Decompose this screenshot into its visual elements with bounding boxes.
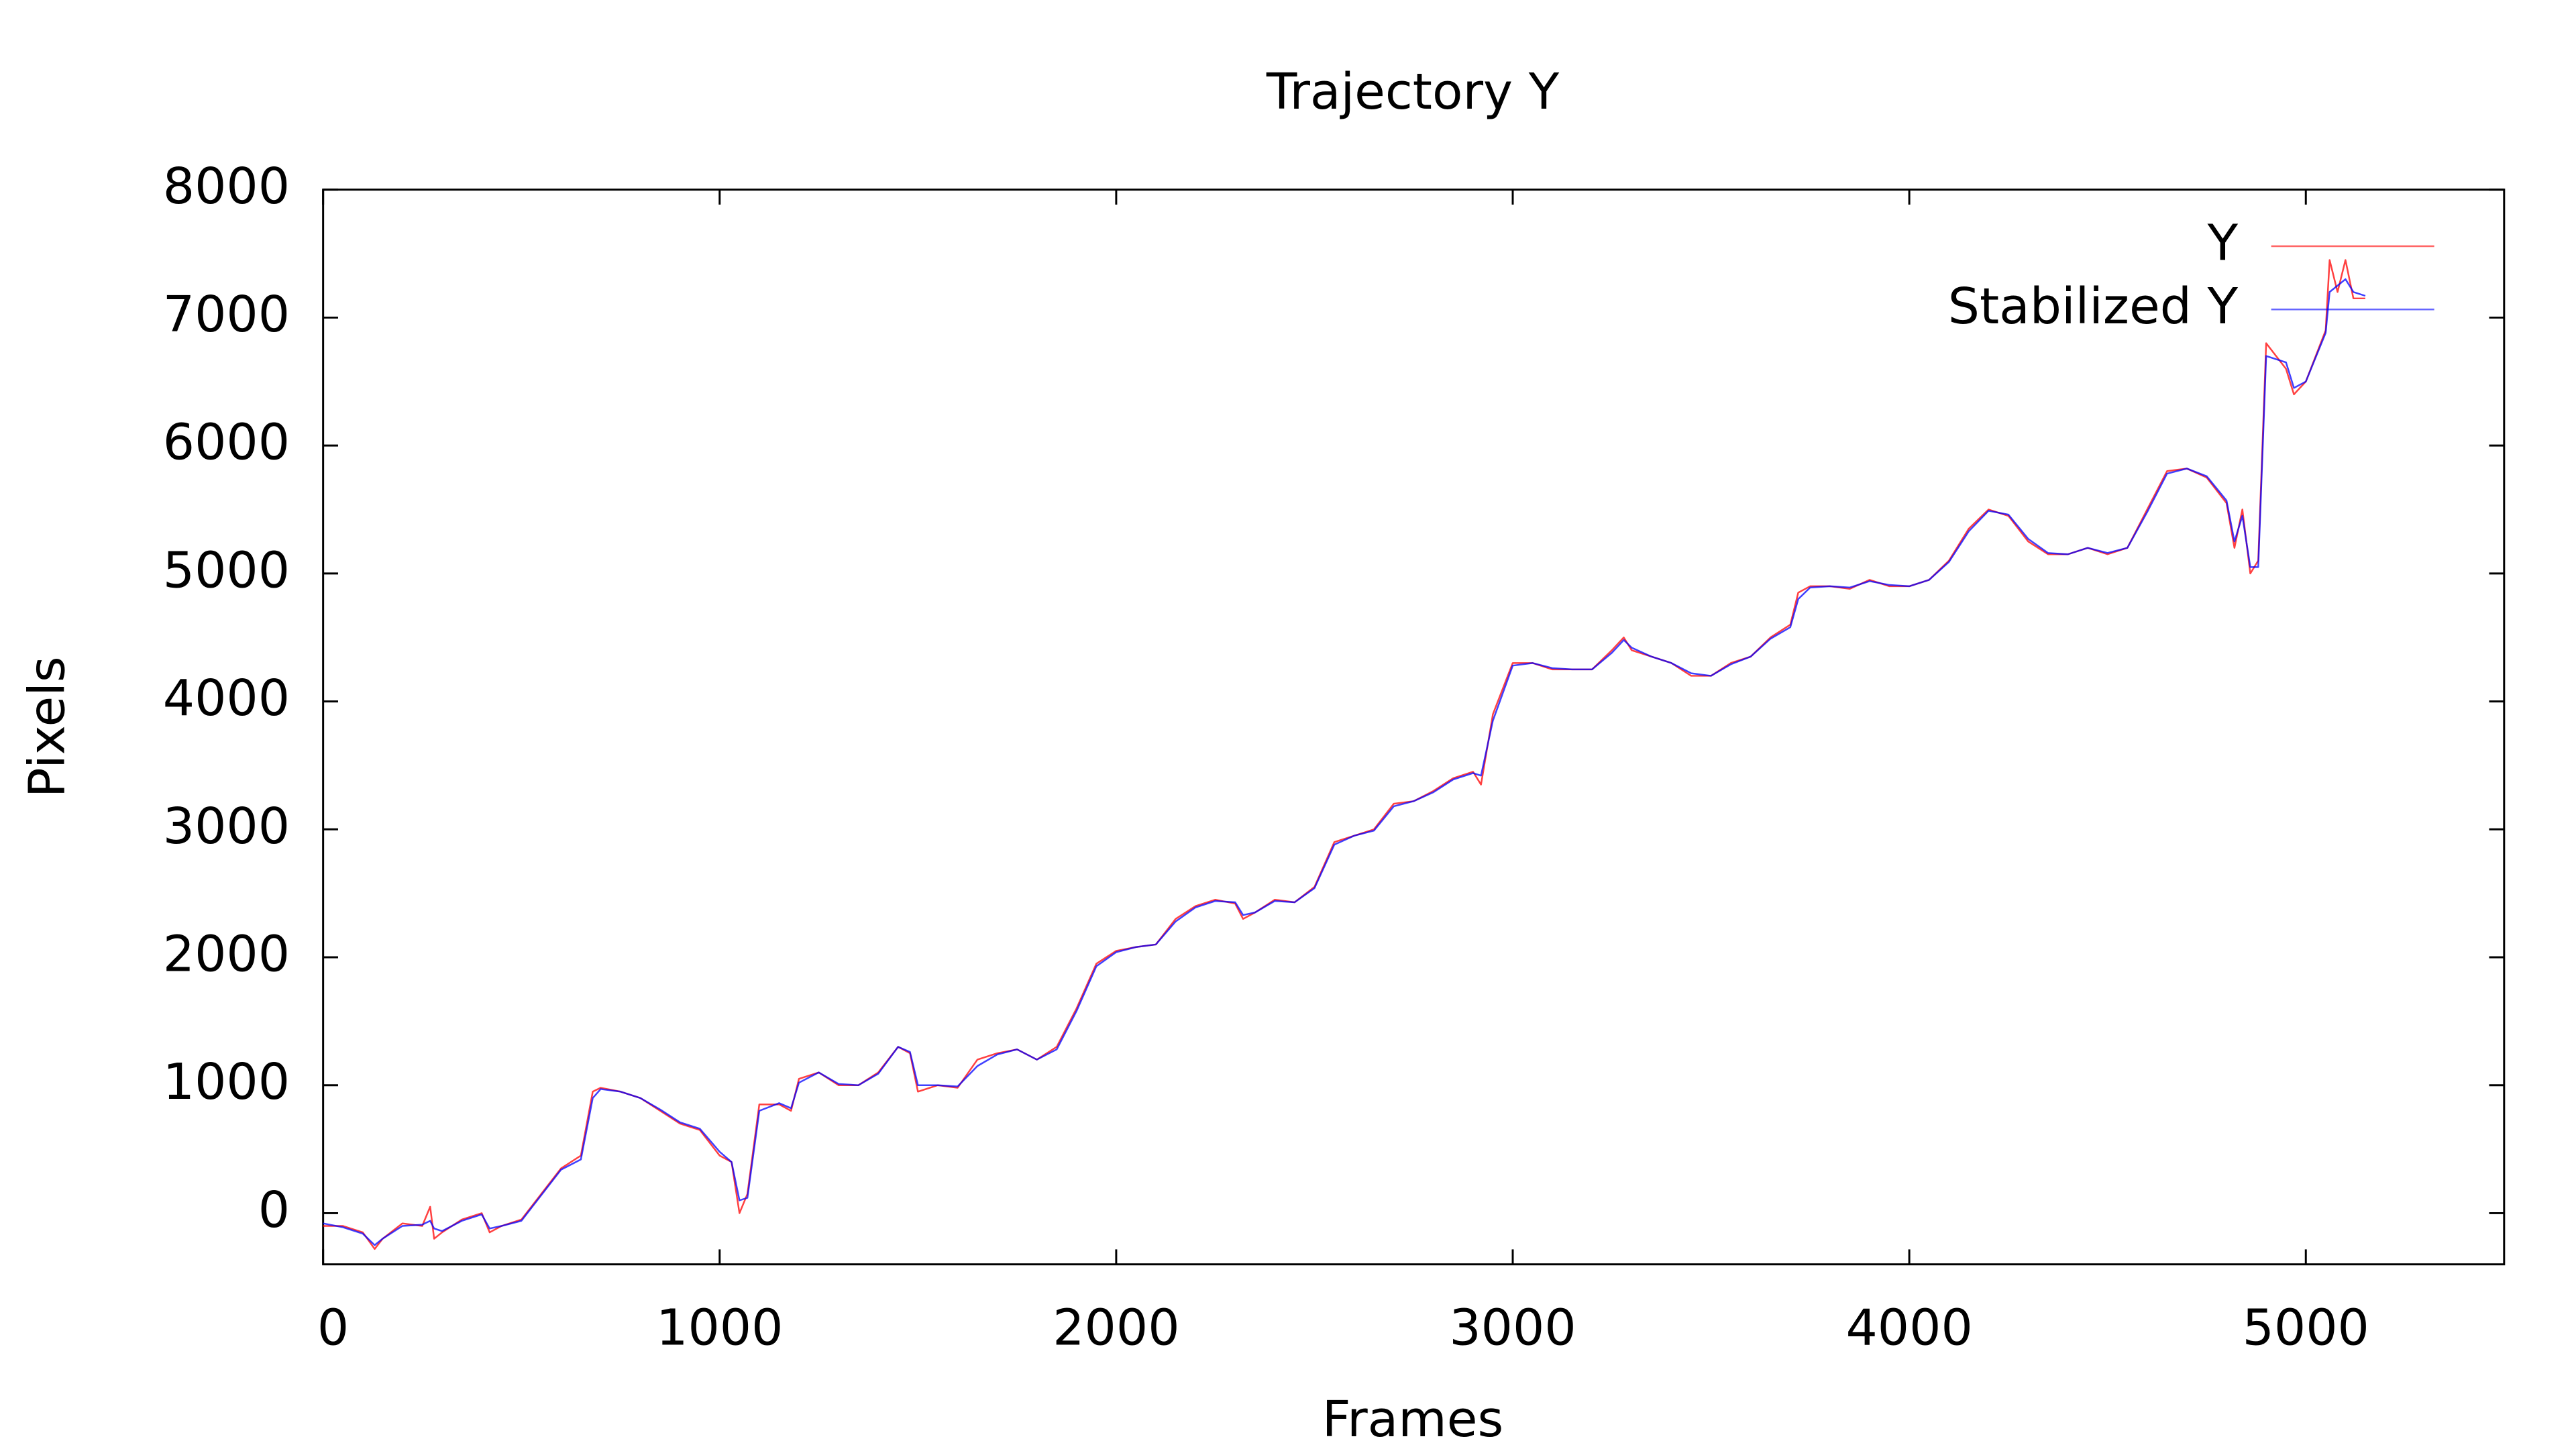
x-tick-label: 1000 (656, 1298, 783, 1356)
x-tick-label: 5000 (2243, 1298, 2369, 1356)
y-tick-label: 3000 (163, 797, 290, 855)
x-tick-label: 0 (317, 1298, 349, 1356)
y-tick-label: 8000 (163, 157, 290, 215)
x-tick-label: 3000 (1449, 1298, 1576, 1356)
y-tick-label: 2000 (163, 925, 290, 983)
y-axis-label: Pixels (17, 656, 76, 798)
x-tick-label: 2000 (1053, 1298, 1179, 1356)
line-series (323, 278, 2366, 1246)
x-axis-label: Frames (1322, 1390, 1503, 1448)
y-tick-label: 6000 (163, 413, 290, 472)
y-tick-label: 5000 (163, 541, 290, 599)
y-tick-label: 4000 (163, 669, 290, 727)
chart-title: Trajectory Y (1266, 62, 1560, 121)
legend-label: Stabilized Y (1948, 277, 2239, 335)
legend-label: Y (2207, 214, 2239, 272)
y-tick-label: 0 (258, 1181, 290, 1239)
y-tick-label: 7000 (163, 285, 290, 343)
x-tick-label: 4000 (1845, 1298, 1972, 1356)
plot-frame (322, 189, 2506, 1266)
y-tick-label: 1000 (163, 1053, 290, 1111)
